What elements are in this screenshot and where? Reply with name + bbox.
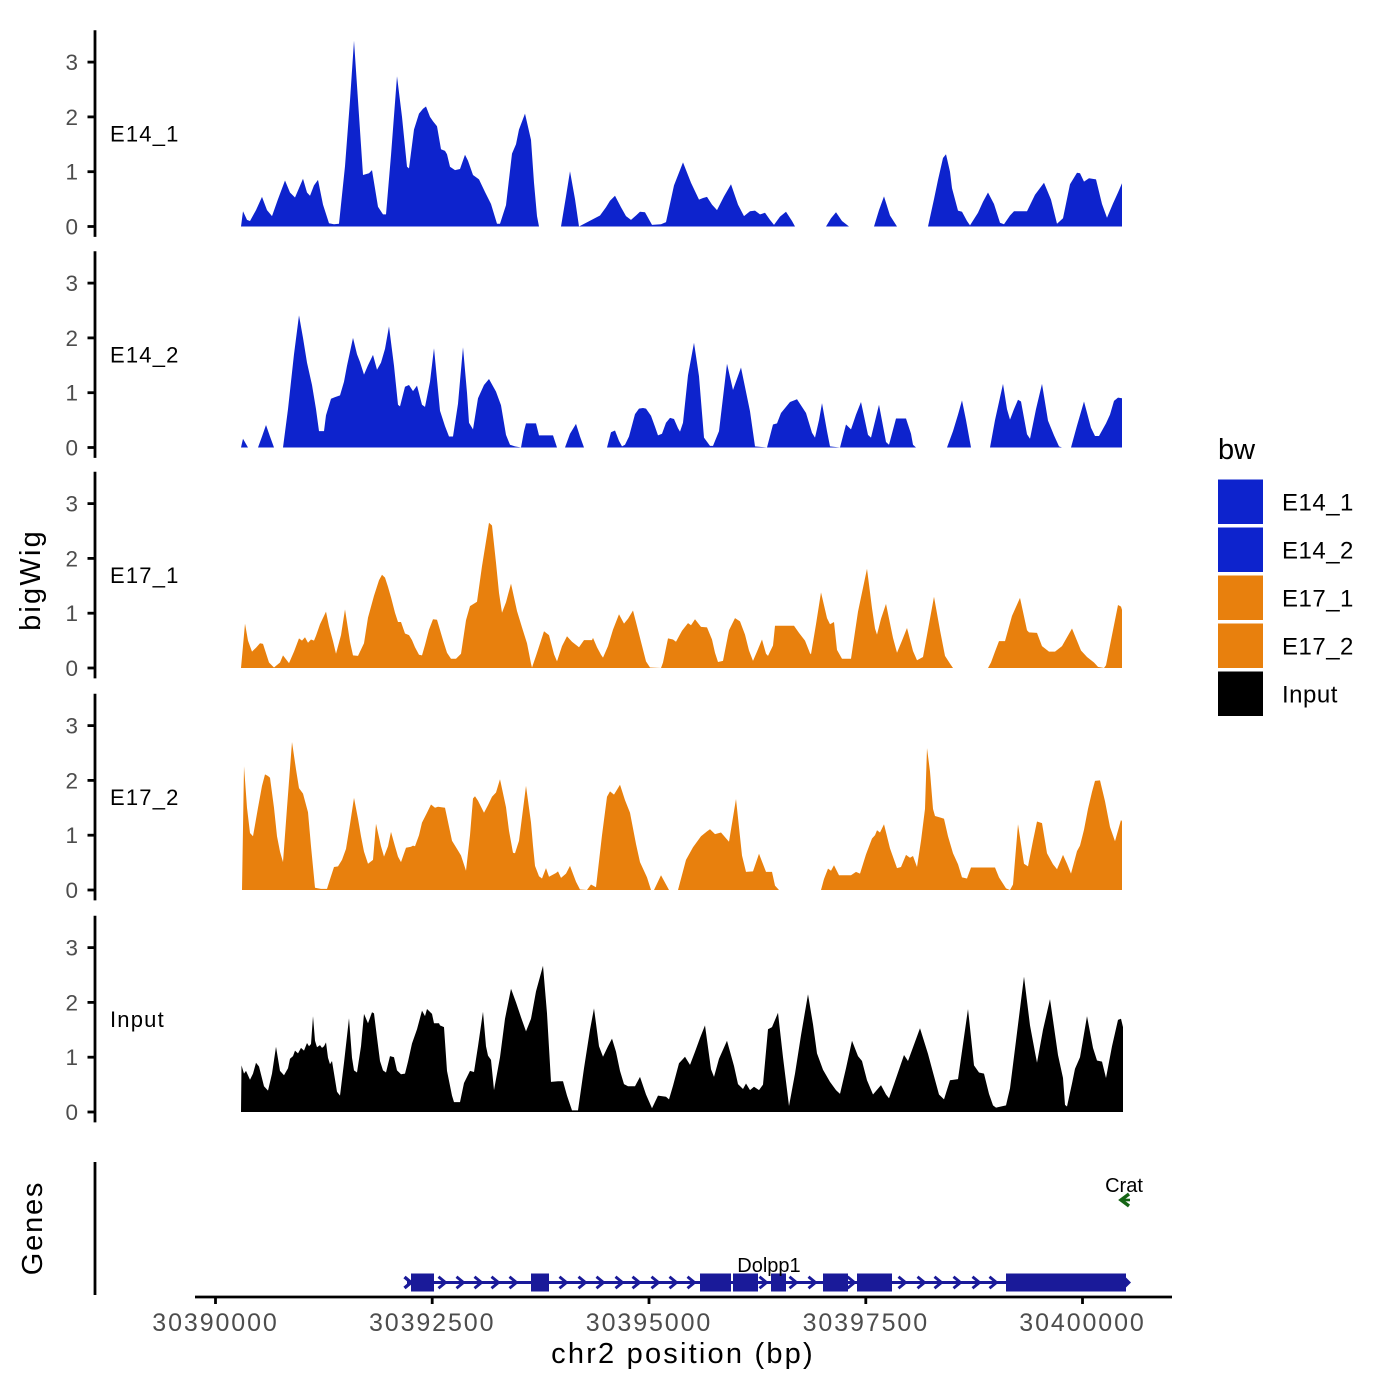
svg-text:1: 1	[65, 601, 78, 626]
svg-text:0: 0	[65, 436, 78, 461]
svg-text:30395000: 30395000	[586, 1309, 712, 1337]
svg-text:1: 1	[65, 823, 78, 848]
svg-text:Input: Input	[110, 1007, 165, 1032]
svg-text:0: 0	[65, 1100, 78, 1125]
svg-text:bw: bw	[1218, 434, 1256, 466]
svg-text:Input: Input	[1282, 682, 1338, 709]
svg-text:E17_2: E17_2	[110, 785, 180, 810]
svg-text:E14_2: E14_2	[1282, 538, 1354, 565]
svg-text:Genes: Genes	[17, 1181, 49, 1275]
svg-text:1: 1	[65, 160, 78, 185]
svg-text:2: 2	[65, 546, 78, 571]
svg-text:1: 1	[65, 381, 78, 406]
svg-text:E17_2: E17_2	[1282, 634, 1354, 661]
svg-text:2: 2	[65, 326, 78, 351]
svg-text:3: 3	[65, 936, 78, 961]
svg-text:E17_1: E17_1	[1282, 586, 1354, 613]
svg-text:Dolpp1: Dolpp1	[737, 1255, 800, 1277]
svg-text:E14_1: E14_1	[110, 122, 180, 147]
svg-text:2: 2	[65, 105, 78, 130]
svg-text:0: 0	[65, 215, 78, 240]
svg-text:30392500: 30392500	[369, 1309, 495, 1337]
svg-text:30400000: 30400000	[1019, 1309, 1145, 1337]
svg-text:3: 3	[65, 714, 78, 739]
svg-text:30397500: 30397500	[803, 1309, 929, 1337]
svg-text:0: 0	[65, 878, 78, 903]
svg-text:chr2 position (bp): chr2 position (bp)	[551, 1338, 815, 1370]
svg-text:3: 3	[65, 271, 78, 296]
svg-text:3: 3	[65, 492, 78, 517]
svg-text:2: 2	[65, 990, 78, 1015]
svg-text:3: 3	[65, 50, 78, 75]
svg-text:Crat: Crat	[1105, 1175, 1143, 1197]
svg-text:E14_1: E14_1	[1282, 490, 1354, 517]
svg-text:E14_2: E14_2	[110, 343, 180, 368]
svg-text:E17_1: E17_1	[110, 563, 180, 588]
svg-text:bigWig: bigWig	[15, 529, 47, 631]
svg-text:0: 0	[65, 656, 78, 681]
svg-text:1: 1	[65, 1045, 78, 1070]
svg-text:30390000: 30390000	[152, 1309, 278, 1337]
svg-text:2: 2	[65, 768, 78, 793]
